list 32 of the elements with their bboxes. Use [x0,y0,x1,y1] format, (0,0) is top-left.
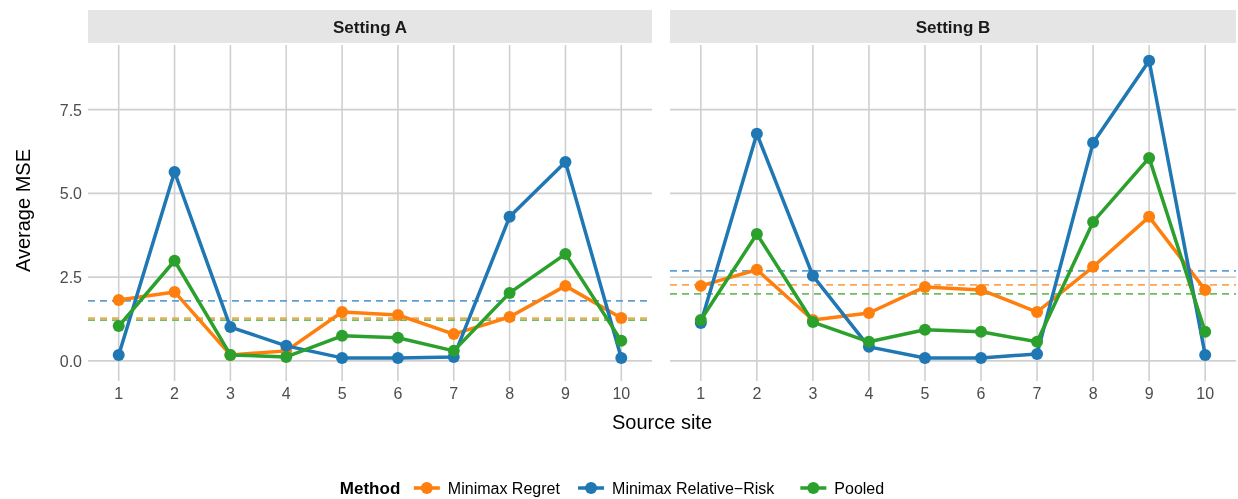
x-tick-label: 5 [920,385,930,402]
x-tick-label: 1 [696,385,706,402]
x-tick-label: 6 [393,385,403,402]
x-tick-label: 10 [612,385,631,402]
x-tick-label: 9 [1144,385,1154,402]
x-axis-title: Source site [611,411,713,433]
x-tick-label: 6 [976,385,986,402]
legend-title: Method [339,479,401,498]
y-tick-label: 7.5 [59,101,83,119]
x-tick-label: 4 [281,385,291,402]
x-tick-label: 3 [808,385,818,402]
x-tick-label: 4 [864,385,874,402]
legend-label: Minimax Regret [447,480,561,497]
x-tick-label: 8 [505,385,515,402]
x-tick-label: 8 [1088,385,1098,402]
chart-title: Setting A [333,18,407,37]
x-tick-label: 10 [1196,385,1215,402]
x-tick-label: 2 [752,385,762,402]
y-tick-label: 0.0 [59,352,83,370]
y-tick-label: 2.5 [59,269,83,287]
chart-title: Setting B [915,18,991,37]
y-axis-title: Average MSE [12,148,34,273]
x-tick-label: 9 [560,385,570,402]
x-tick-label: 1 [114,385,124,402]
x-tick-label: 7 [449,385,459,402]
x-tick-label: 2 [170,385,180,402]
x-tick-label: 3 [225,385,235,402]
x-tick-label: 7 [1032,385,1042,402]
legend-label: Pooled [834,480,885,497]
legend-label: Minimax Relative−Risk [612,480,776,497]
x-tick-label: 5 [337,385,347,402]
y-tick-label: 5.0 [59,185,83,203]
